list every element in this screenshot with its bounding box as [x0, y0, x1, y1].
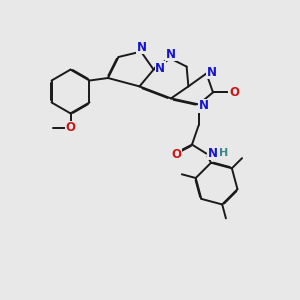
Text: N: N: [166, 48, 176, 61]
Text: O: O: [229, 86, 239, 99]
Text: O: O: [65, 121, 76, 134]
Text: H: H: [219, 148, 228, 158]
Text: N: N: [155, 61, 165, 75]
Text: N: N: [137, 40, 147, 54]
Text: N: N: [199, 99, 209, 112]
Text: O: O: [171, 148, 182, 161]
Text: N: N: [207, 65, 217, 79]
Text: N: N: [208, 146, 218, 160]
